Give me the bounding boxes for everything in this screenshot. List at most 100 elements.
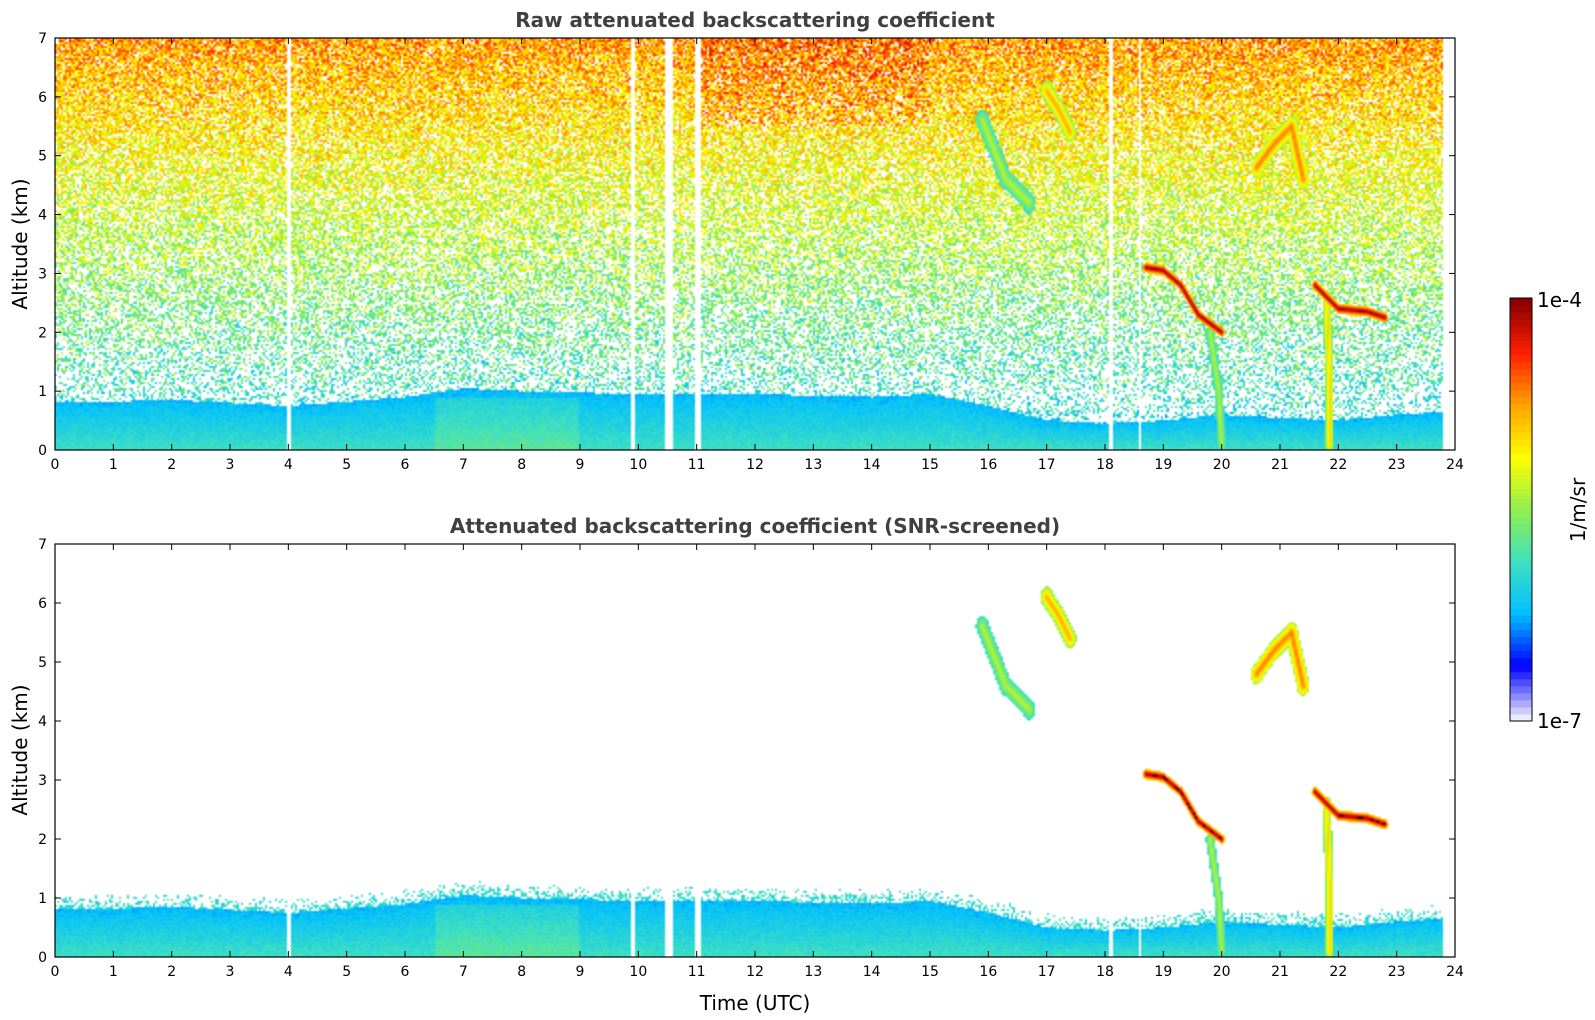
colorbar-cell <box>1510 509 1532 518</box>
colorbar-cell <box>1510 523 1532 532</box>
colorbar: 1e-4 1e-7 1/m/sr <box>1509 288 1590 733</box>
colorbar-cell <box>1510 495 1532 504</box>
y-tick-label: 3 <box>38 773 47 789</box>
x-tick-label: 20 <box>1213 457 1231 473</box>
x-tick-label: 0 <box>51 457 60 473</box>
x-tick-label: 13 <box>804 964 822 980</box>
x-tick-label: 6 <box>401 457 410 473</box>
y-tick-label: 4 <box>38 208 47 224</box>
colorbar-cell <box>1510 305 1532 313</box>
colorbar-cell <box>1510 460 1532 468</box>
colorbar-cell <box>1510 333 1532 341</box>
x-tick-label: 14 <box>863 457 881 473</box>
colorbar-cell <box>1510 417 1532 426</box>
colorbar-cell <box>1510 354 1532 363</box>
x-tick-label: 22 <box>1329 457 1347 473</box>
x-tick-label: 15 <box>921 964 939 980</box>
colorbar-cell <box>1510 551 1532 560</box>
x-tick-label: 1 <box>109 457 118 473</box>
colorbar-cell <box>1510 530 1532 539</box>
x-tick-label: 18 <box>1096 457 1114 473</box>
y-tick-label: 0 <box>38 950 47 966</box>
colorbar-cell <box>1510 382 1532 391</box>
colorbar-cell <box>1510 636 1532 645</box>
x-tick-label: 17 <box>1038 457 1056 473</box>
colorbar-cell <box>1510 488 1532 496</box>
x-tick-label: 11 <box>688 964 706 980</box>
top-panel-y-axis: 0 1 2 3 4 5 6 7 <box>38 31 1455 459</box>
x-tick-label: 24 <box>1446 964 1464 980</box>
colorbar-cell <box>1510 502 1532 511</box>
x-tick-label: 23 <box>1388 457 1406 473</box>
colorbar-cell <box>1510 580 1532 588</box>
colorbar-cell <box>1510 657 1532 666</box>
x-tick-label: 15 <box>921 457 939 473</box>
y-tick-label: 2 <box>38 832 47 848</box>
colorbar-cell <box>1510 622 1532 630</box>
x-tick-label: 2 <box>167 457 176 473</box>
y-tick-label: 3 <box>38 266 47 282</box>
bottom-panel-heatmap <box>55 544 1455 957</box>
y-tick-label: 5 <box>38 655 47 671</box>
top-panel-ylabel: Altitude (km) <box>8 178 32 309</box>
colorbar-cell <box>1510 601 1532 609</box>
x-tick-label: 21 <box>1271 457 1289 473</box>
x-tick-label: 5 <box>342 457 351 473</box>
x-tick-label: 12 <box>746 457 764 473</box>
x-tick-label: 10 <box>629 457 647 473</box>
colorbar-cell <box>1510 587 1532 595</box>
x-tick-label: 14 <box>863 964 881 980</box>
colorbar-cell <box>1510 340 1532 348</box>
y-tick-label: 2 <box>38 325 47 341</box>
y-tick-label: 1 <box>38 891 47 907</box>
x-tick-label: 8 <box>517 457 526 473</box>
x-tick-label: 4 <box>284 964 293 980</box>
x-tick-label: 21 <box>1271 964 1289 980</box>
colorbar-cell <box>1510 685 1532 694</box>
colorbar-cell <box>1510 326 1532 334</box>
y-tick-label: 1 <box>38 384 47 400</box>
colorbar-cell <box>1510 565 1532 574</box>
x-tick-label: 3 <box>226 964 235 980</box>
top-panel-title: Raw attenuated backscattering coefficien… <box>515 8 995 32</box>
x-tick-label: 9 <box>576 457 585 473</box>
x-tick-label: 9 <box>576 964 585 980</box>
y-tick-label: 7 <box>38 31 47 47</box>
colorbar-cell <box>1510 643 1532 652</box>
x-tick-label: 16 <box>979 457 997 473</box>
colorbar-scale <box>1510 298 1532 722</box>
x-tick-label: 0 <box>51 964 60 980</box>
colorbar-cell <box>1510 516 1532 525</box>
y-tick-label: 6 <box>38 90 47 106</box>
colorbar-cell <box>1510 410 1532 419</box>
colorbar-cell <box>1510 615 1532 623</box>
colorbar-unit-label: 1/m/sr <box>1566 477 1590 542</box>
y-tick-label: 0 <box>38 443 47 459</box>
colorbar-cell <box>1510 537 1532 546</box>
colorbar-cell <box>1510 439 1532 447</box>
x-tick-label: 22 <box>1329 964 1347 980</box>
colorbar-cell <box>1510 319 1532 327</box>
colorbar-cell <box>1510 699 1532 708</box>
colorbar-cell <box>1510 594 1532 602</box>
x-tick-label: 7 <box>459 457 468 473</box>
bottom-panel-ylabel: Altitude (km) <box>8 684 32 815</box>
colorbar-cell <box>1510 474 1532 482</box>
x-tick-label: 7 <box>459 964 468 980</box>
x-tick-label: 23 <box>1388 964 1406 980</box>
bottom-panel: Attenuated backscattering coefficient (S… <box>8 514 1464 1015</box>
colorbar-cell <box>1510 396 1532 405</box>
colorbar-cell <box>1510 431 1532 440</box>
x-tick-label: 13 <box>804 457 822 473</box>
top-panel: Raw attenuated backscattering coefficien… <box>8 8 1464 473</box>
y-tick-label: 6 <box>38 596 47 612</box>
bottom-panel-y-axis: 0 1 2 3 4 5 6 7 <box>38 537 1455 966</box>
bottom-panel-x-axis: 0 1 2 3 4 5 6 7 8 9 10 11 12 13 14 15 16 17 18 19 20 21 22 23 24 <box>51 544 1464 980</box>
colorbar-cell <box>1510 403 1532 412</box>
x-tick-label: 11 <box>688 457 706 473</box>
colorbar-cell <box>1510 424 1532 433</box>
x-tick-label: 6 <box>401 964 410 980</box>
colorbar-cell <box>1510 671 1532 680</box>
colorbar-cell <box>1510 312 1532 320</box>
x-tick-label: 5 <box>342 964 351 980</box>
